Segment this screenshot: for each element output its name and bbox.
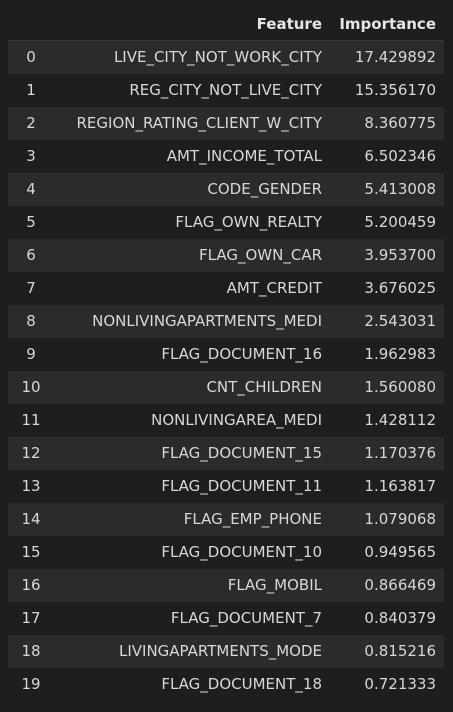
table-row: 3 AMT_INCOME_TOTAL 6.502346 bbox=[8, 139, 444, 173]
row-index: 9 bbox=[8, 337, 54, 371]
feature-cell: CODE_GENDER bbox=[54, 172, 330, 206]
feature-cell: FLAG_EMP_PHONE bbox=[54, 502, 330, 536]
row-index: 3 bbox=[8, 139, 54, 173]
row-index: 18 bbox=[8, 634, 54, 668]
importance-cell: 15.356170 bbox=[330, 73, 444, 107]
importance-cell: 8.360775 bbox=[330, 106, 444, 140]
importance-cell: 0.721333 bbox=[330, 667, 444, 701]
table-row: 9 FLAG_DOCUMENT_16 1.962983 bbox=[8, 337, 444, 371]
importance-cell: 17.429892 bbox=[330, 40, 444, 74]
table-row: 0 LIVE_CITY_NOT_WORK_CITY 17.429892 bbox=[8, 40, 444, 74]
row-index: 15 bbox=[8, 535, 54, 569]
table-row: 8 NONLIVINGAPARTMENTS_MEDI 2.543031 bbox=[8, 304, 444, 338]
feature-cell: REGION_RATING_CLIENT_W_CITY bbox=[54, 106, 330, 140]
row-index: 2 bbox=[8, 106, 54, 140]
importance-cell: 0.815216 bbox=[330, 634, 444, 668]
importance-cell: 1.962983 bbox=[330, 337, 444, 371]
feature-cell: FLAG_DOCUMENT_10 bbox=[54, 535, 330, 569]
feature-cell: AMT_INCOME_TOTAL bbox=[54, 139, 330, 173]
row-index: 16 bbox=[8, 568, 54, 602]
feature-cell: AMT_CREDIT bbox=[54, 271, 330, 305]
header-row: Feature Importance bbox=[8, 7, 444, 41]
feature-cell: FLAG_DOCUMENT_11 bbox=[54, 469, 330, 503]
row-index: 6 bbox=[8, 238, 54, 272]
table-row: 7 AMT_CREDIT 3.676025 bbox=[8, 271, 444, 305]
feature-cell: LIVE_CITY_NOT_WORK_CITY bbox=[54, 40, 330, 74]
feature-cell: FLAG_OWN_REALTY bbox=[54, 205, 330, 239]
row-index: 0 bbox=[8, 40, 54, 74]
importance-cell: 0.949565 bbox=[330, 535, 444, 569]
feature-cell: REG_CITY_NOT_LIVE_CITY bbox=[54, 73, 330, 107]
table-row: 16 FLAG_MOBIL 0.866469 bbox=[8, 568, 444, 602]
row-index: 1 bbox=[8, 73, 54, 107]
row-index: 10 bbox=[8, 370, 54, 404]
row-index: 12 bbox=[8, 436, 54, 470]
header-index bbox=[8, 7, 54, 41]
table-row: 1 REG_CITY_NOT_LIVE_CITY 15.356170 bbox=[8, 73, 444, 107]
importance-cell: 1.079068 bbox=[330, 502, 444, 536]
row-index: 4 bbox=[8, 172, 54, 206]
header-importance: Importance bbox=[330, 7, 444, 41]
row-index: 5 bbox=[8, 205, 54, 239]
importance-cell: 6.502346 bbox=[330, 139, 444, 173]
row-index: 17 bbox=[8, 601, 54, 635]
table-row: 15 FLAG_DOCUMENT_10 0.949565 bbox=[8, 535, 444, 569]
row-index: 14 bbox=[8, 502, 54, 536]
table-row: 14 FLAG_EMP_PHONE 1.079068 bbox=[8, 502, 444, 536]
importance-cell: 5.200459 bbox=[330, 205, 444, 239]
feature-cell: FLAG_DOCUMENT_15 bbox=[54, 436, 330, 470]
importance-cell: 0.840379 bbox=[330, 601, 444, 635]
importance-cell: 0.866469 bbox=[330, 568, 444, 602]
importance-cell: 3.676025 bbox=[330, 271, 444, 305]
feature-cell: FLAG_DOCUMENT_7 bbox=[54, 601, 330, 635]
importance-cell: 5.413008 bbox=[330, 172, 444, 206]
feature-cell: FLAG_DOCUMENT_18 bbox=[54, 667, 330, 701]
table-body: 0 LIVE_CITY_NOT_WORK_CITY 17.429892 1 RE… bbox=[8, 40, 444, 701]
dataframe-table: Feature Importance 0 LIVE_CITY_NOT_WORK_… bbox=[8, 7, 444, 701]
importance-cell: 3.953700 bbox=[330, 238, 444, 272]
feature-cell: CNT_CHILDREN bbox=[54, 370, 330, 404]
row-index: 13 bbox=[8, 469, 54, 503]
table-row: 13 FLAG_DOCUMENT_11 1.163817 bbox=[8, 469, 444, 503]
importance-cell: 1.170376 bbox=[330, 436, 444, 470]
table-row: 5 FLAG_OWN_REALTY 5.200459 bbox=[8, 205, 444, 239]
importance-cell: 2.543031 bbox=[330, 304, 444, 338]
importance-cell: 1.560080 bbox=[330, 370, 444, 404]
feature-cell: FLAG_MOBIL bbox=[54, 568, 330, 602]
table-row: 19 FLAG_DOCUMENT_18 0.721333 bbox=[8, 667, 444, 701]
feature-cell: NONLIVINGAPARTMENTS_MEDI bbox=[54, 304, 330, 338]
row-index: 7 bbox=[8, 271, 54, 305]
row-index: 8 bbox=[8, 304, 54, 338]
importance-cell: 1.163817 bbox=[330, 469, 444, 503]
row-index: 19 bbox=[8, 667, 54, 701]
table-header: Feature Importance bbox=[8, 7, 444, 41]
table-row: 10 CNT_CHILDREN 1.560080 bbox=[8, 370, 444, 404]
feature-cell: FLAG_OWN_CAR bbox=[54, 238, 330, 272]
table-row: 18 LIVINGAPARTMENTS_MODE 0.815216 bbox=[8, 634, 444, 668]
table-row: 4 CODE_GENDER 5.413008 bbox=[8, 172, 444, 206]
feature-cell: LIVINGAPARTMENTS_MODE bbox=[54, 634, 330, 668]
table-row: 12 FLAG_DOCUMENT_15 1.170376 bbox=[8, 436, 444, 470]
importance-cell: 1.428112 bbox=[330, 403, 444, 437]
table-row: 11 NONLIVINGAREA_MEDI 1.428112 bbox=[8, 403, 444, 437]
row-index: 11 bbox=[8, 403, 54, 437]
header-feature: Feature bbox=[54, 7, 330, 41]
feature-cell: NONLIVINGAREA_MEDI bbox=[54, 403, 330, 437]
table-row: 2 REGION_RATING_CLIENT_W_CITY 8.360775 bbox=[8, 106, 444, 140]
table-row: 6 FLAG_OWN_CAR 3.953700 bbox=[8, 238, 444, 272]
feature-cell: FLAG_DOCUMENT_16 bbox=[54, 337, 330, 371]
table-row: 17 FLAG_DOCUMENT_7 0.840379 bbox=[8, 601, 444, 635]
